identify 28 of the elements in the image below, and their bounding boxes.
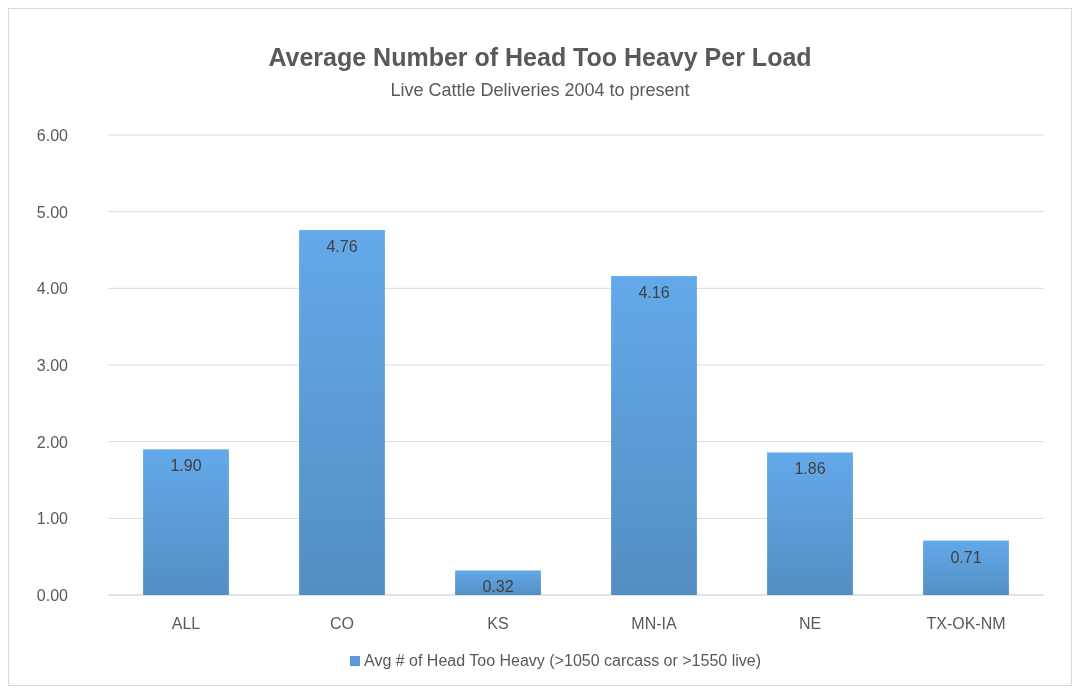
x-tick-label: NE — [798, 615, 822, 632]
chart-subtitle: Live Cattle Deliveries 2004 to present — [390, 80, 690, 100]
x-tick-label: MN-IA — [631, 615, 677, 632]
y-tick-label: 5.00 — [36, 203, 69, 221]
y-tick-label: 1.00 — [36, 510, 69, 528]
y-tick-label: 3.00 — [36, 357, 69, 374]
y-tick-label: 4.00 — [36, 280, 69, 298]
y-tick-label: 6.00 — [36, 127, 69, 144]
bar — [455, 570, 541, 595]
bar — [143, 449, 229, 595]
bar — [299, 230, 385, 595]
y-tick-label: 0.00 — [36, 587, 69, 604]
data-label: 4.16 — [638, 284, 670, 302]
data-label: 1.86 — [794, 460, 826, 478]
y-tick-label: 2.00 — [36, 433, 69, 451]
x-tick-label: CO — [330, 615, 354, 632]
bar — [767, 452, 853, 595]
data-label: 1.90 — [170, 457, 202, 475]
chart-title: Average Number of Head Too Heavy Per Load — [268, 43, 812, 71]
data-label: 4.76 — [326, 238, 358, 256]
legend-label: Avg # of Head Too Heavy (>1050 carcass or >1550 live) — [364, 652, 761, 669]
x-tick-label: TX-OK-NM — [926, 615, 1006, 632]
x-tick-label: ALL — [171, 615, 201, 632]
data-label: 0.32 — [482, 578, 514, 596]
data-label: 0.71 — [950, 548, 982, 566]
bar — [611, 276, 697, 595]
bar — [923, 540, 1009, 595]
x-tick-label: KS — [487, 615, 509, 632]
